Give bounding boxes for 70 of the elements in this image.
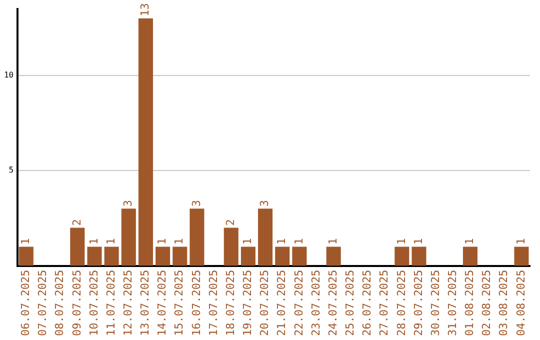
x-tick-label: 25.07.2025: [344, 270, 357, 336]
bar: [240, 246, 256, 266]
data-label: 2: [70, 219, 84, 226]
data-label: 1: [292, 238, 306, 245]
data-label: 1: [172, 238, 186, 245]
data-label: 1: [326, 238, 340, 245]
x-tick-label: 21.07.2025: [275, 270, 288, 336]
x-tick-label: 14.07.2025: [156, 270, 169, 336]
bar: [87, 246, 102, 266]
data-label: 3: [122, 200, 135, 207]
bar: [326, 246, 341, 266]
x-tick-label: 02.08.2025: [480, 270, 494, 336]
bar: [190, 208, 204, 266]
x-tick-label: 24.07.2025: [326, 270, 340, 336]
x-tick-label: 17.07.2025: [206, 270, 220, 336]
bar: [258, 208, 273, 266]
y-tick-label: 5: [8, 166, 14, 175]
x-tick-label: 07.07.2025: [36, 270, 50, 336]
x-tick-label: 06.07.2025: [19, 270, 32, 336]
bar: [224, 228, 238, 266]
bar: [121, 208, 136, 266]
x-tick-label: 15.07.2025: [172, 270, 186, 336]
bar: [104, 246, 119, 266]
bar: [412, 246, 426, 266]
bar: [462, 246, 478, 266]
x-tick-label: 20.07.2025: [258, 270, 272, 336]
x-tick-label: 18.07.2025: [224, 270, 237, 336]
bar: [138, 18, 153, 266]
data-label: 1: [275, 238, 288, 245]
x-tick-label: 08.07.2025: [53, 270, 66, 336]
x-tick-label: 03.08.2025: [497, 270, 510, 336]
x-tick-label: 10.07.2025: [87, 270, 100, 336]
bar: [18, 246, 34, 266]
x-tick-label: 04.08.2025: [514, 270, 528, 336]
data-label: 3: [258, 200, 272, 207]
bar: [514, 246, 529, 266]
data-label: 1: [463, 238, 476, 245]
data-label: 13: [138, 3, 152, 16]
x-tick-label: 29.07.2025: [412, 270, 425, 336]
x-tick-label: 12.07.2025: [122, 270, 135, 336]
data-label: 1: [19, 238, 32, 245]
data-label: 1: [394, 238, 408, 245]
bar: [275, 246, 290, 266]
x-tick-label: 30.07.2025: [428, 270, 442, 336]
bar: [156, 246, 170, 266]
data-label: 1: [156, 238, 169, 245]
bar: [292, 246, 307, 266]
data-label: 1: [87, 238, 100, 245]
x-tick-label: 26.07.2025: [360, 270, 374, 336]
y-tick-label: 10: [4, 70, 14, 80]
x-tick-label: 16.07.2025: [190, 270, 203, 336]
data-label: 1: [241, 238, 254, 245]
data-label: 2: [224, 219, 237, 226]
x-tick-label: 01.08.2025: [463, 270, 476, 336]
x-tick-label: 13.07.2025: [138, 270, 152, 336]
x-tick-label: 27.07.2025: [378, 270, 391, 336]
x-tick-label: 11.07.2025: [104, 270, 118, 336]
x-tick-label: 28.07.2025: [394, 270, 408, 336]
x-tick-label: 09.07.2025: [70, 270, 84, 336]
data-label: 1: [104, 238, 118, 245]
bar: [172, 246, 188, 266]
x-tick-label: 22.07.2025: [292, 270, 306, 336]
bar: [394, 246, 410, 266]
bar: [70, 228, 85, 266]
x-tick-label: 31.07.2025: [446, 270, 460, 336]
data-label: 1: [514, 238, 528, 245]
x-tick-label: 19.07.2025: [241, 270, 254, 336]
data-label: 3: [190, 200, 203, 207]
x-tick-label: 23.07.2025: [309, 270, 322, 336]
data-label: 1: [412, 238, 425, 245]
